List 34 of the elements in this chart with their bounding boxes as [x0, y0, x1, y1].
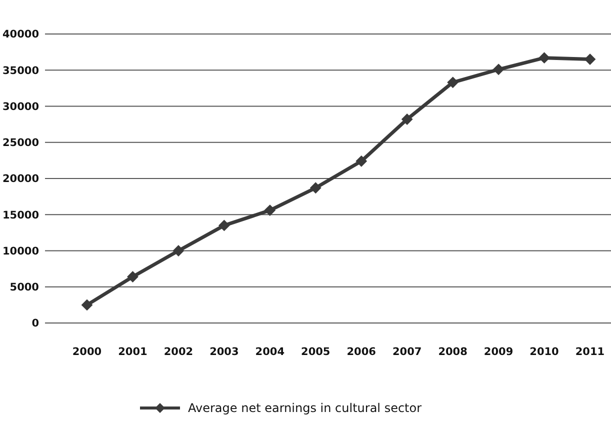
point [538, 52, 550, 64]
x-tick-label: 2007 [392, 346, 422, 358]
x-tick-label: 2003 [210, 346, 239, 358]
point [264, 204, 276, 216]
y-tick-label: 15000 [2, 209, 39, 222]
x-tick-label: 2008 [438, 346, 468, 358]
x-tick-label: 2010 [530, 346, 559, 358]
y-tick-label: 5000 [10, 282, 39, 294]
x-tick-label: 2009 [484, 346, 514, 358]
y-tick-label: 20000 [2, 173, 39, 186]
point [218, 220, 230, 231]
point [493, 64, 504, 75]
point [356, 156, 367, 167]
y-tick-label: 25000 [2, 137, 39, 150]
point [402, 114, 413, 125]
y-tick-label: 10000 [2, 245, 39, 258]
y-tick-label: 40000 [2, 28, 39, 41]
y-tick-label: 35000 [2, 64, 39, 77]
point [82, 299, 92, 310]
y-tick-label: 30000 [2, 100, 39, 113]
legend-label: Average net earnings in cultural sector [188, 401, 422, 416]
x-tick-label: 2006 [346, 346, 376, 358]
x-tick-label: 2004 [255, 346, 285, 358]
x-tick-label: 2002 [164, 346, 194, 358]
y-tick-label: 0 [32, 318, 39, 330]
point [172, 245, 184, 256]
x-tick-label: 2000 [72, 346, 102, 358]
x-tick-label: 2001 [118, 346, 148, 358]
x-tick-label: 2011 [575, 346, 605, 358]
x-tick-label: 2005 [301, 346, 330, 358]
point [447, 76, 458, 88]
point [310, 182, 322, 194]
point [584, 54, 596, 65]
point [127, 271, 138, 282]
